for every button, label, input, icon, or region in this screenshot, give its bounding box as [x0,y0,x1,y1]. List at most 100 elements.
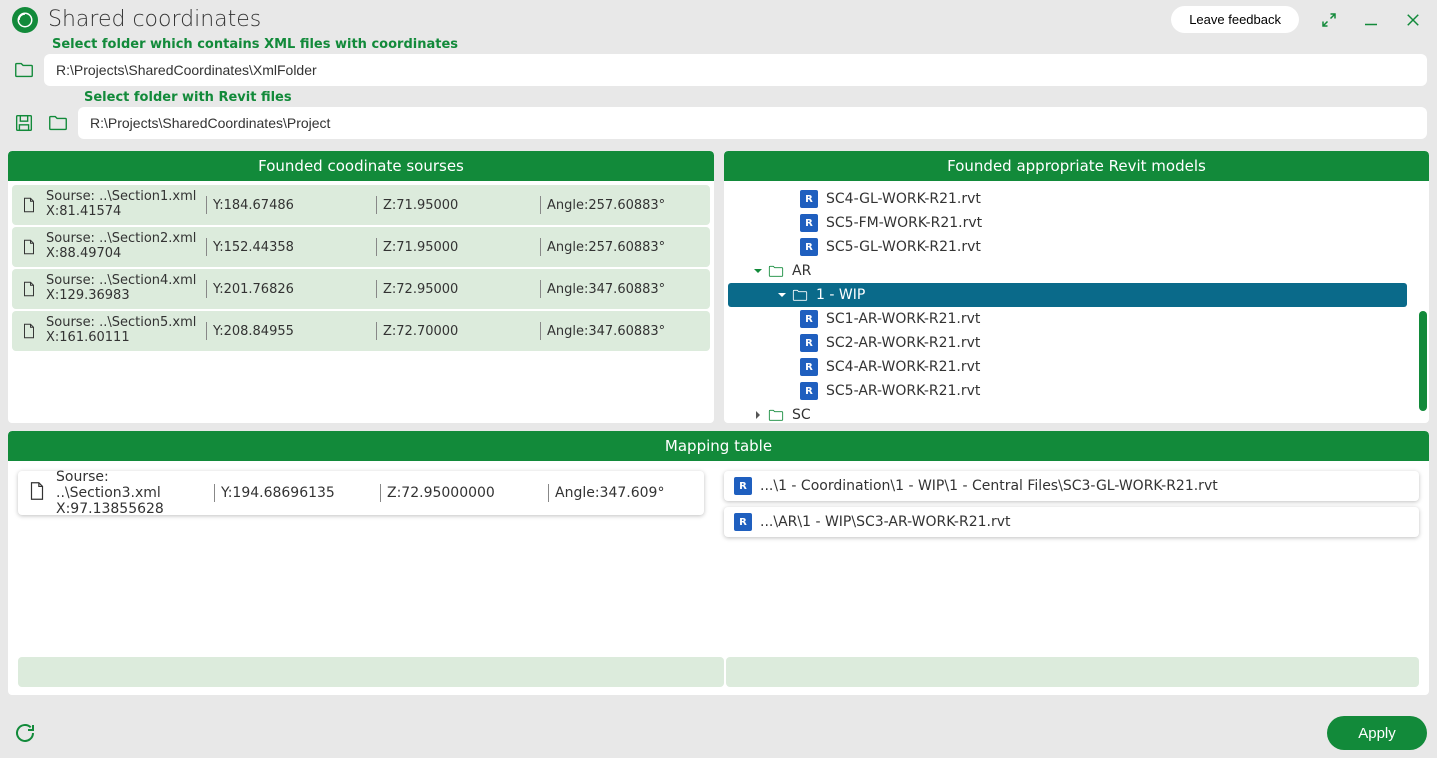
coordinate-source-row[interactable]: Sourse: ..\Section2.xmlX:88.49704Y:152.4… [12,227,710,267]
tree-folder-wip[interactable]: 1 - WIP [728,283,1407,307]
mapping-source-z: Z:72.95000000 [380,484,548,502]
tree-file-label: SC4-GL-WORK-R21.rvt [826,191,981,207]
source-z: Z:71.95000 [376,196,540,214]
tree-file-label: SC4-AR-WORK-R21.rvt [826,359,980,375]
maximize-icon[interactable] [1317,8,1341,32]
tree-folder-ar[interactable]: AR [728,259,1425,283]
folder-icon [768,264,786,278]
mapping-source-y: Y:194.68696135 [214,484,380,502]
mapping-targets-column: R ...\1 - Coordination\1 - WIP\1 - Centra… [714,461,1429,645]
refresh-button[interactable] [10,718,40,748]
coordinate-source-row[interactable]: Sourse: ..\Section1.xmlX:81.41574Y:184.6… [12,185,710,225]
caret-icon[interactable] [752,266,764,276]
tree-file-label: SC5-FM-WORK-R21.rvt [826,215,982,231]
tree-file[interactable]: R SC4-AR-WORK-R21.rvt [728,355,1425,379]
source-z: Z:71.95000 [376,238,540,256]
tree-file[interactable]: R SC5-FM-WORK-R21.rvt [728,211,1425,235]
file-icon [20,238,40,256]
source-y: Y:152.44358 [206,238,376,256]
mapping-panel: Mapping table Sourse: ..\Section3.xml X:… [8,431,1429,695]
source-x: X:129.36983 [46,289,206,304]
apply-button[interactable]: Apply [1327,716,1427,750]
source-x: X:161.60111 [46,331,206,346]
tree-file-label: SC2-AR-WORK-R21.rvt [826,335,980,351]
browse-revit-folder-icon[interactable] [44,109,72,137]
tree-file[interactable]: RSC1-AR-WORK-R21.rvt [728,307,1425,331]
tree-file[interactable]: R SC5-GL-WORK-R21.rvt [728,235,1425,259]
revit-folder-input[interactable] [78,107,1427,139]
source-name: Sourse: ..\Section5.xml [46,316,206,331]
source-x: X:88.49704 [46,247,206,262]
mapping-target-row[interactable]: R ...\1 - Coordination\1 - WIP\1 - Centra… [724,471,1419,501]
source-name: Sourse: ..\Section4.xml [46,274,206,289]
tree-file[interactable]: R SC4-GL-WORK-R21.rvt [728,187,1425,211]
source-z: Z:72.70000 [376,322,540,340]
tree-folder-label: SC [792,407,811,423]
rvt-file-icon: R [800,238,818,256]
caret-icon[interactable] [776,290,788,300]
file-icon [20,322,40,340]
source-angle: Angle:257.60883° [540,196,710,214]
rvt-file-icon: R [800,190,818,208]
xml-folder-label: Select folder which contains XML files w… [52,37,1437,52]
rvt-file-icon: R [800,214,818,232]
window-title: Shared coordinates [48,7,261,32]
footer: Apply [10,716,1427,750]
leave-feedback-button[interactable]: Leave feedback [1171,6,1299,33]
mapping-source-column: Sourse: ..\Section3.xml X:97.13855628 Y:… [8,461,714,645]
sources-panel-body: Sourse: ..\Section1.xmlX:81.41574Y:184.6… [8,181,714,423]
coordinate-source-row[interactable]: Sourse: ..\Section4.xmlX:129.36983Y:201.… [12,269,710,309]
revit-folder-row [0,107,1437,139]
models-panel: Founded appropriate Revit models R SC4-GL… [724,151,1429,423]
save-settings-icon[interactable] [10,109,38,137]
tree-file-label: SC5-GL-WORK-R21.rvt [826,239,981,255]
source-y: Y:184.67486 [206,196,376,214]
mapping-source-name: Sourse: ..\Section3.xml [56,469,214,501]
minimize-icon[interactable] [1359,8,1383,32]
folder-icon [768,408,786,422]
sources-panel-header: Founded coodinate sourses [8,151,714,181]
source-name: Sourse: ..\Section1.xml [46,190,206,205]
source-y: Y:208.84955 [206,322,376,340]
file-icon [20,280,40,298]
models-panel-header: Founded appropriate Revit models [724,151,1429,181]
coordinate-source-row[interactable]: Sourse: ..\Section5.xmlX:161.60111Y:208.… [12,311,710,351]
tree-folder-label: 1 - WIP [816,287,865,303]
caret-icon[interactable] [752,410,764,420]
app-logo-icon [12,7,38,33]
source-z: Z:72.95000 [376,280,540,298]
mapping-source-card[interactable]: Sourse: ..\Section3.xml X:97.13855628 Y:… [18,471,704,515]
tree-folder-label: AR [792,263,811,279]
rvt-file-icon: R [734,513,752,531]
tree-file-label: SC5-AR-WORK-R21.rvt [826,383,980,399]
tree-file[interactable]: RSC5-AR-WORK-R21.rvt [728,379,1425,403]
mapping-panel-header: Mapping table [8,431,1429,461]
xml-folder-input[interactable] [44,54,1427,86]
tree-file[interactable]: R SC2-AR-WORK-R21.rvt [728,331,1425,355]
mapping-empty-source-slot[interactable] [18,657,724,687]
xml-folder-row [0,54,1437,86]
mapping-source-angle: Angle:347.609° [548,484,696,502]
models-panel-body: R SC4-GL-WORK-R21.rvt R SC5-FM-WORK-R21.rvt… [724,181,1429,423]
sources-panel: Founded coodinate sourses Sourse: ..\Sec… [8,151,714,423]
rvt-file-icon: R [800,334,818,352]
mapping-empty-target-slot[interactable] [726,657,1419,687]
browse-xml-folder-icon[interactable] [10,56,38,84]
mapping-target-row[interactable]: R...\AR\1 - WIP\SC3-AR-WORK-R21.rvt [724,507,1419,537]
source-x: X:81.41574 [46,205,206,220]
source-name: Sourse: ..\Section2.xml [46,232,206,247]
mapping-target-path: ...\1 - Coordination\1 - WIP\1 - Central… [760,478,1218,494]
title-bar: Shared coordinates Leave feedback [0,0,1437,35]
file-icon [26,480,50,506]
source-angle: Angle:257.60883° [540,238,710,256]
close-icon[interactable] [1401,8,1425,32]
tree-folder-sc[interactable]: SC [728,403,1425,423]
source-angle: Angle:347.60883° [540,280,710,298]
folder-icon [792,288,810,302]
tree-scrollbar[interactable] [1419,311,1427,411]
rvt-file-icon: R [734,477,752,495]
source-y: Y:201.76826 [206,280,376,298]
rvt-file-icon: R [800,310,818,328]
rvt-file-icon: R [800,358,818,376]
mapping-source-x: X:97.13855628 [56,501,214,517]
